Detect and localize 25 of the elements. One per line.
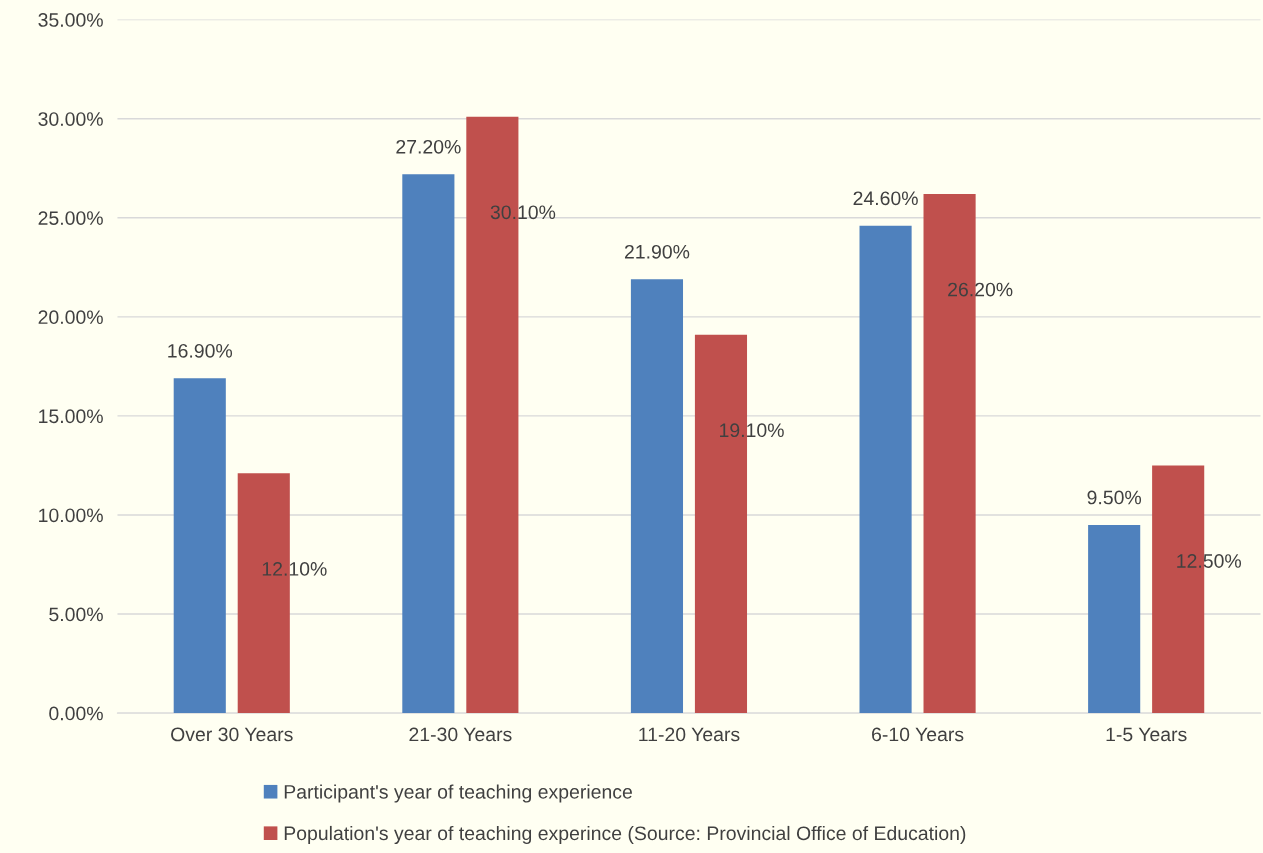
y-tick-label: 30.00% xyxy=(38,112,103,126)
x-tick-label: 21-30 Years xyxy=(409,727,512,742)
x-tick-label: 1-5 Years xyxy=(1106,727,1187,742)
legend-label: Population's year of teaching experince (Source: Provincial Office of Education) xyxy=(284,825,966,845)
x-tick-label: 11-20 Years xyxy=(639,727,740,742)
y-tick-label: 10.00% xyxy=(39,508,103,523)
y-tick-label: 15.00% xyxy=(39,409,103,424)
data-label: 27.20% xyxy=(396,139,461,154)
bar xyxy=(630,279,684,714)
y-tick-label: 20.00% xyxy=(38,310,103,325)
x-tick-label: 6-10 Years xyxy=(872,727,964,742)
legend-label: Participant's year of teaching experience xyxy=(284,784,632,803)
bar xyxy=(859,225,912,714)
y-tick-label: 25.00% xyxy=(38,211,103,225)
y-tick-label: 0.00% xyxy=(49,706,103,721)
data-label: 9.50% xyxy=(1087,490,1142,505)
bar xyxy=(402,174,455,714)
data-label: 16.90% xyxy=(168,343,233,358)
bar xyxy=(1088,524,1141,714)
x-tick-label: Over 30 Years xyxy=(171,727,293,742)
y-tick-label: 5.00% xyxy=(49,607,103,622)
bar xyxy=(173,378,226,714)
data-label: 24.60% xyxy=(853,191,918,206)
y-tick-label: 35.00% xyxy=(38,13,103,27)
data-label: 21.90% xyxy=(624,244,690,259)
